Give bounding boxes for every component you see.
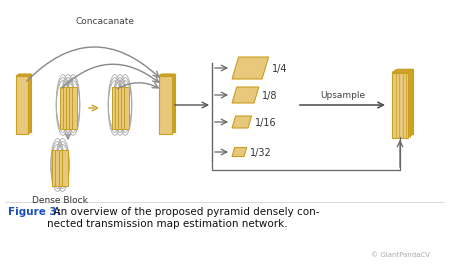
Polygon shape (16, 74, 31, 76)
Polygon shape (232, 116, 251, 128)
Text: 1/4: 1/4 (272, 64, 287, 74)
Text: 1/8: 1/8 (262, 91, 277, 101)
Text: Figure 3:: Figure 3: (8, 207, 61, 217)
Bar (71, 87, 76, 129)
Bar (52, 150, 58, 186)
Bar (118, 87, 123, 129)
Text: © GiantPandaCV: © GiantPandaCV (371, 252, 430, 258)
Bar (120, 87, 126, 129)
Bar (114, 87, 119, 129)
Bar (60, 87, 65, 129)
FancyBboxPatch shape (16, 76, 28, 134)
Polygon shape (158, 74, 175, 76)
Polygon shape (232, 147, 247, 156)
Polygon shape (172, 74, 175, 134)
Polygon shape (232, 57, 269, 79)
Bar (62, 87, 67, 129)
Bar (111, 87, 116, 129)
Bar (62, 150, 68, 186)
Text: Concacanate: Concacanate (75, 17, 135, 26)
Text: 1/16: 1/16 (255, 118, 276, 128)
Bar (66, 87, 70, 129)
Bar (55, 150, 61, 186)
FancyBboxPatch shape (158, 76, 172, 134)
Text: Dense Block: Dense Block (32, 196, 88, 205)
Bar (59, 150, 65, 186)
Polygon shape (162, 74, 175, 132)
FancyBboxPatch shape (392, 73, 408, 137)
Text: An overview of the proposed pyramid densely con-
nected transmission map estimat: An overview of the proposed pyramid dens… (47, 207, 320, 229)
Text: Upsample: Upsample (320, 91, 365, 100)
Polygon shape (397, 69, 413, 134)
Polygon shape (19, 74, 31, 132)
Polygon shape (28, 74, 31, 134)
Text: 1/32: 1/32 (250, 148, 272, 158)
Polygon shape (232, 87, 259, 103)
Bar (69, 87, 74, 129)
Bar (123, 87, 128, 129)
Polygon shape (392, 69, 413, 73)
Polygon shape (408, 69, 413, 137)
